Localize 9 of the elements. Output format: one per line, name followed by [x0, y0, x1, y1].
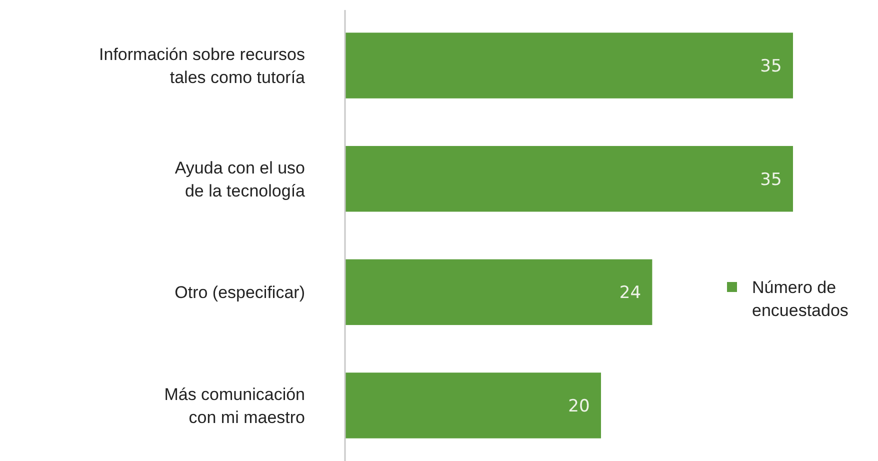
- data-label: 24: [619, 283, 642, 304]
- data-label: 35: [760, 56, 782, 77]
- y-tick-label: Más comunicación con mi maestro: [164, 384, 305, 427]
- data-label: 20: [568, 396, 590, 416]
- y-tick-label: Información sobre recursos tales como tutoría: [99, 45, 306, 88]
- y-tick-label: Otro (especificar): [174, 283, 305, 302]
- legend-label: Número de encuestados: [752, 278, 848, 320]
- data-label: 35: [760, 170, 782, 190]
- y-tick-label: Ayuda con el uso de la tecnología: [174, 158, 306, 200]
